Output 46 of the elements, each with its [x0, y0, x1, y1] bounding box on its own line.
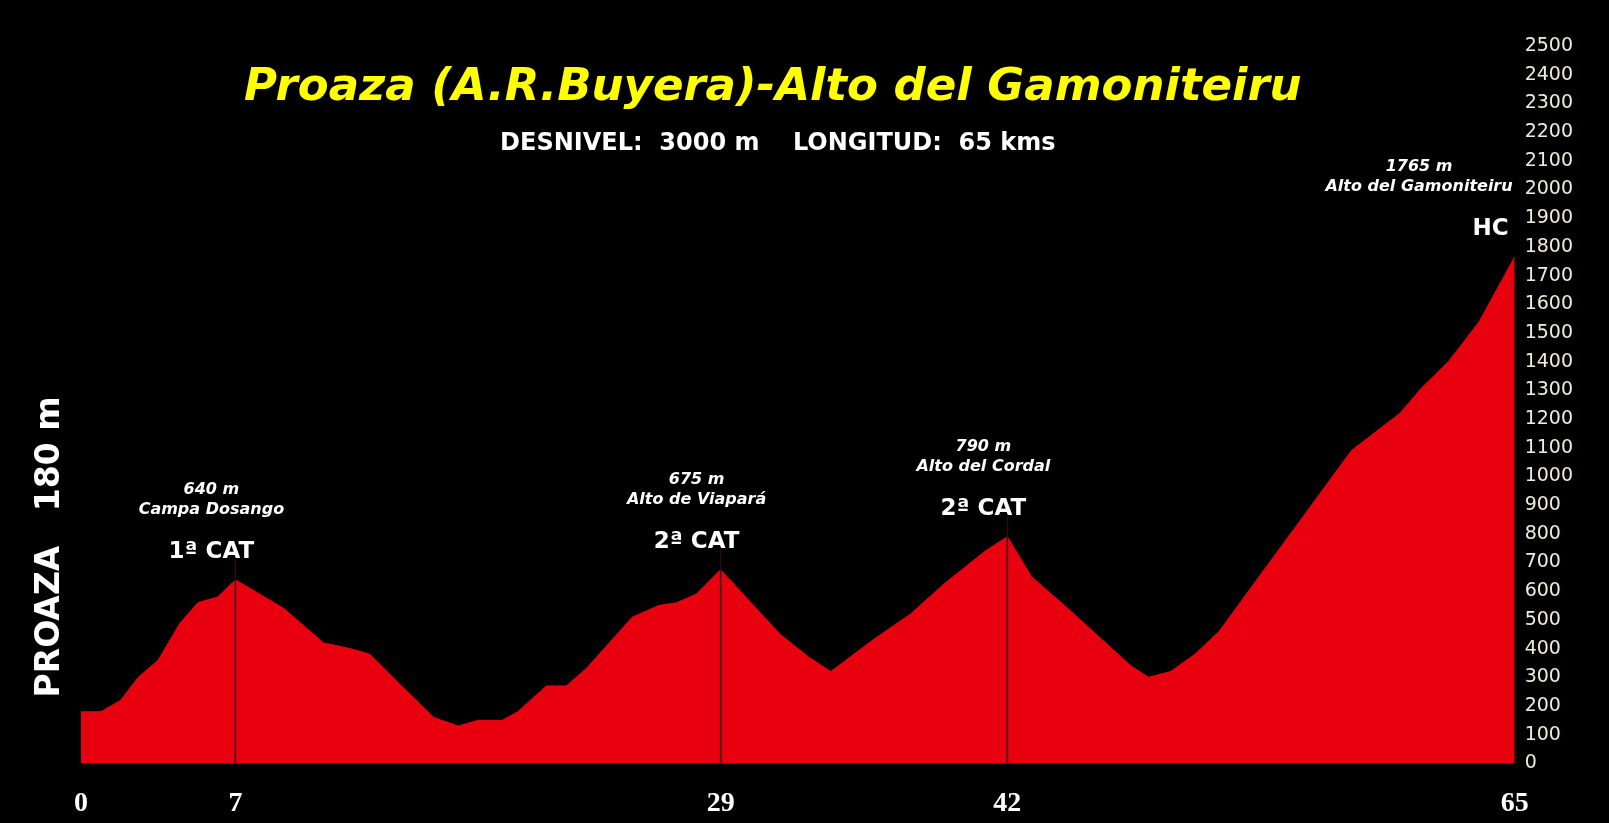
annotation: 2ª CAT	[653, 526, 740, 553]
y-tick-label: 2000	[1524, 176, 1574, 199]
annotation: Campa Dosango	[138, 498, 285, 518]
y-axis-title: PROAZA 180 m	[28, 396, 67, 698]
annotation: 1ª CAT	[168, 536, 255, 563]
x-tick-label: 65	[1500, 786, 1529, 818]
annotation: Alto del Cordal	[914, 455, 1051, 475]
y-tick-label: 400	[1524, 635, 1561, 658]
y-tick-label: 600	[1524, 578, 1561, 601]
y-tick-label: 1200	[1524, 405, 1574, 428]
y-tick-label: 800	[1524, 520, 1561, 543]
x-tick-label: 29	[706, 786, 735, 818]
y-tick-label: 2400	[1524, 61, 1574, 84]
annotation: 2ª CAT	[940, 493, 1027, 520]
text: DESNIVEL: 3000 m LONGITUD: 65 kms	[500, 128, 1056, 156]
y-tick-label: 1300	[1524, 377, 1574, 400]
y-tick-label: 500	[1524, 606, 1561, 629]
x-tick-label: 7	[228, 786, 243, 818]
annotation: Alto de Viapará	[624, 488, 767, 508]
x-tick-label: 42	[993, 786, 1022, 818]
y-tick-label: 900	[1524, 492, 1561, 515]
annotation: Alto del Gamoniteiru	[1323, 175, 1513, 195]
y-tick-label: 2100	[1524, 147, 1574, 170]
y-tick-label: 1100	[1524, 434, 1574, 457]
y-tick-label: 1600	[1524, 291, 1574, 314]
chart-title: Proaza (A.R.Buyera)-Alto del Gamoniteiru	[244, 58, 1302, 111]
y-tick-label: 100	[1524, 721, 1561, 744]
annotation: 640 m	[183, 478, 240, 498]
y-tick-label: 1700	[1524, 262, 1574, 285]
y-tick-label: 1500	[1524, 319, 1574, 342]
y-tick-label: 1800	[1524, 233, 1574, 256]
x-tick-label: 0	[74, 786, 88, 818]
annotation: 790 m	[955, 435, 1012, 455]
y-tick-label: 1900	[1524, 205, 1574, 228]
annotation: 1765 m	[1385, 155, 1453, 175]
y-tick-label: 1400	[1524, 348, 1574, 371]
y-tick-label: 1000	[1524, 463, 1574, 486]
y-tick-label: 300	[1524, 664, 1561, 687]
y-tick-label: 2200	[1524, 119, 1574, 142]
y-tick-label: 200	[1524, 692, 1561, 715]
y-tick-label: 2300	[1524, 90, 1574, 113]
y-tick-label: 2500	[1524, 32, 1574, 55]
y-tick-label: 0	[1524, 750, 1537, 773]
y-tick-label: 700	[1524, 549, 1561, 572]
annotation: 675 m	[668, 468, 725, 488]
annotation: HC	[1472, 213, 1509, 240]
